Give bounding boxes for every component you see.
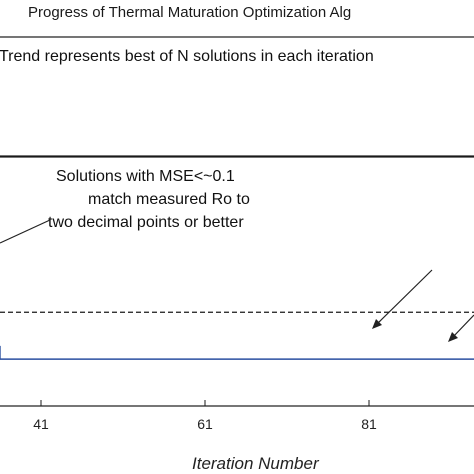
plot-frame <box>0 155 474 407</box>
chart-title: Progress of Thermal Maturation Optimizat… <box>28 4 351 21</box>
annotation-arrow-iter-123 <box>372 269 433 329</box>
annotation-line-1: Solutions with MSE<~0.1 <box>56 168 235 185</box>
chart-subtitle: Trend represents best of N solutions in … <box>0 48 374 65</box>
annotation-arrow-threshold <box>0 219 51 244</box>
x-axis-label: Iteration Number <box>192 454 320 473</box>
subtitle-box <box>0 36 474 158</box>
x-tick-label: 81 <box>361 416 377 432</box>
x-tick-label: 41 <box>33 416 49 432</box>
series-line-0 <box>0 345 474 360</box>
annotation-line-2: match measured Ro to <box>88 191 250 208</box>
x-tick-layer: 416181101121141 <box>33 400 377 432</box>
annotation-line-3: two decimal points or better <box>48 214 244 231</box>
annotation-arrow-iter-144 <box>448 314 474 342</box>
x-tick-label: 61 <box>197 416 213 432</box>
series-layer <box>0 345 474 360</box>
